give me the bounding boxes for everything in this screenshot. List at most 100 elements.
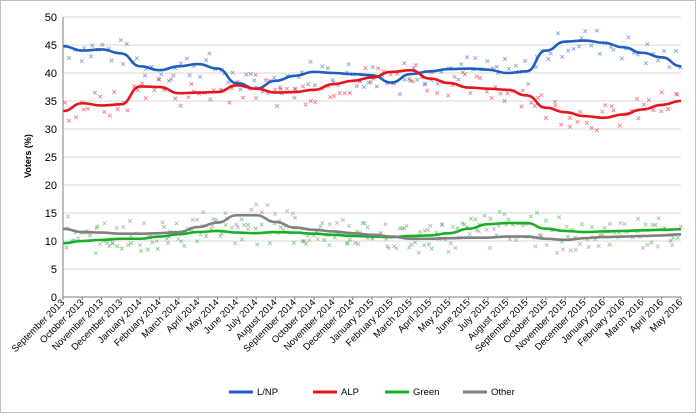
poll-point bbox=[313, 100, 318, 105]
poll-point bbox=[128, 241, 134, 246]
poll-point bbox=[361, 84, 367, 90]
poll-point bbox=[594, 28, 599, 33]
poll-point bbox=[178, 61, 183, 66]
poll-point bbox=[102, 109, 107, 114]
poll-point bbox=[138, 248, 144, 253]
poll-point bbox=[342, 91, 347, 96]
poll-point bbox=[327, 243, 332, 248]
legend-label: Other bbox=[491, 387, 515, 398]
poll-point bbox=[223, 211, 228, 216]
poll-point bbox=[152, 88, 157, 93]
poll-point bbox=[507, 237, 512, 242]
poll-point bbox=[238, 87, 243, 92]
poll-point bbox=[245, 222, 250, 227]
poll-point bbox=[241, 222, 247, 228]
poll-point bbox=[325, 65, 331, 71]
poll-point bbox=[328, 94, 333, 100]
poll-point bbox=[320, 64, 325, 69]
poll-point bbox=[290, 211, 295, 216]
poll-point bbox=[214, 217, 219, 222]
poll-point bbox=[468, 91, 473, 96]
poll-point bbox=[523, 58, 528, 64]
poll-point bbox=[678, 224, 683, 229]
poll-point bbox=[634, 96, 640, 101]
poll-point bbox=[478, 75, 483, 80]
poll-point bbox=[583, 29, 588, 34]
poll-point bbox=[165, 240, 171, 246]
poll-point bbox=[90, 43, 95, 48]
poll-point bbox=[139, 81, 145, 86]
poll-point bbox=[453, 245, 458, 251]
poll-point bbox=[645, 242, 650, 247]
poll-point bbox=[81, 107, 87, 112]
poll-point bbox=[195, 239, 200, 244]
poll-point bbox=[92, 90, 98, 95]
poll-point bbox=[584, 120, 589, 126]
series-lines bbox=[62, 39, 682, 245]
poll-point bbox=[272, 87, 278, 92]
poll-point bbox=[651, 108, 656, 113]
poll-point bbox=[87, 233, 93, 238]
poll-point bbox=[274, 103, 280, 109]
y-tick-label: 45 bbox=[45, 40, 57, 52]
poll-point bbox=[539, 92, 544, 98]
poll-point bbox=[354, 83, 359, 89]
poll-point bbox=[415, 77, 420, 83]
poll-point bbox=[462, 72, 467, 77]
poll-point bbox=[641, 102, 646, 107]
poll-point bbox=[98, 94, 103, 99]
poll-point bbox=[234, 222, 239, 227]
poll-point bbox=[557, 215, 562, 220]
poll-point bbox=[675, 235, 680, 241]
poll-point bbox=[482, 213, 487, 218]
poll-point bbox=[79, 59, 84, 64]
poll-point bbox=[670, 243, 675, 248]
poll-point bbox=[494, 64, 499, 69]
poll-point bbox=[259, 210, 265, 215]
poll-point bbox=[327, 222, 332, 227]
poll-point bbox=[134, 56, 139, 61]
poll-point bbox=[659, 90, 664, 95]
y-tick-label: 30 bbox=[45, 124, 57, 136]
poll-point bbox=[668, 238, 673, 243]
poll-point bbox=[285, 208, 290, 214]
poll-point bbox=[473, 217, 478, 222]
poll-point bbox=[121, 224, 126, 230]
y-tick-label: 50 bbox=[45, 12, 57, 24]
poll-point bbox=[645, 42, 650, 47]
poll-point bbox=[564, 224, 569, 229]
poll-point bbox=[506, 66, 512, 71]
y-tick-label: 40 bbox=[45, 68, 57, 80]
poll-point bbox=[425, 88, 430, 93]
poll-point bbox=[94, 226, 99, 231]
poll-point bbox=[452, 74, 457, 79]
poll-point bbox=[102, 221, 107, 226]
poll-point bbox=[575, 119, 580, 124]
poll-point bbox=[455, 225, 460, 231]
poll-point bbox=[626, 35, 631, 40]
series-line-other bbox=[62, 213, 682, 242]
poll-point bbox=[301, 239, 307, 244]
poll-point bbox=[513, 238, 519, 243]
poll-point bbox=[422, 242, 427, 248]
poll-point bbox=[253, 226, 258, 231]
poll-point bbox=[460, 221, 465, 226]
poll-point bbox=[655, 58, 661, 63]
poll-point bbox=[422, 228, 427, 233]
series-line-l-np bbox=[62, 39, 682, 90]
poll-point bbox=[331, 93, 337, 99]
poll-point bbox=[577, 44, 582, 49]
poll-point bbox=[571, 46, 576, 51]
poll-point bbox=[109, 58, 114, 63]
poll-point bbox=[176, 236, 181, 242]
poll-point bbox=[665, 106, 671, 112]
poll-point bbox=[218, 234, 223, 239]
poll-point bbox=[198, 74, 203, 79]
poll-point bbox=[448, 241, 453, 246]
y-tick-label: 20 bbox=[45, 180, 57, 192]
poll-point bbox=[312, 83, 317, 88]
poll-point bbox=[64, 245, 69, 250]
poll-point bbox=[596, 243, 601, 249]
poll-point bbox=[353, 240, 358, 246]
